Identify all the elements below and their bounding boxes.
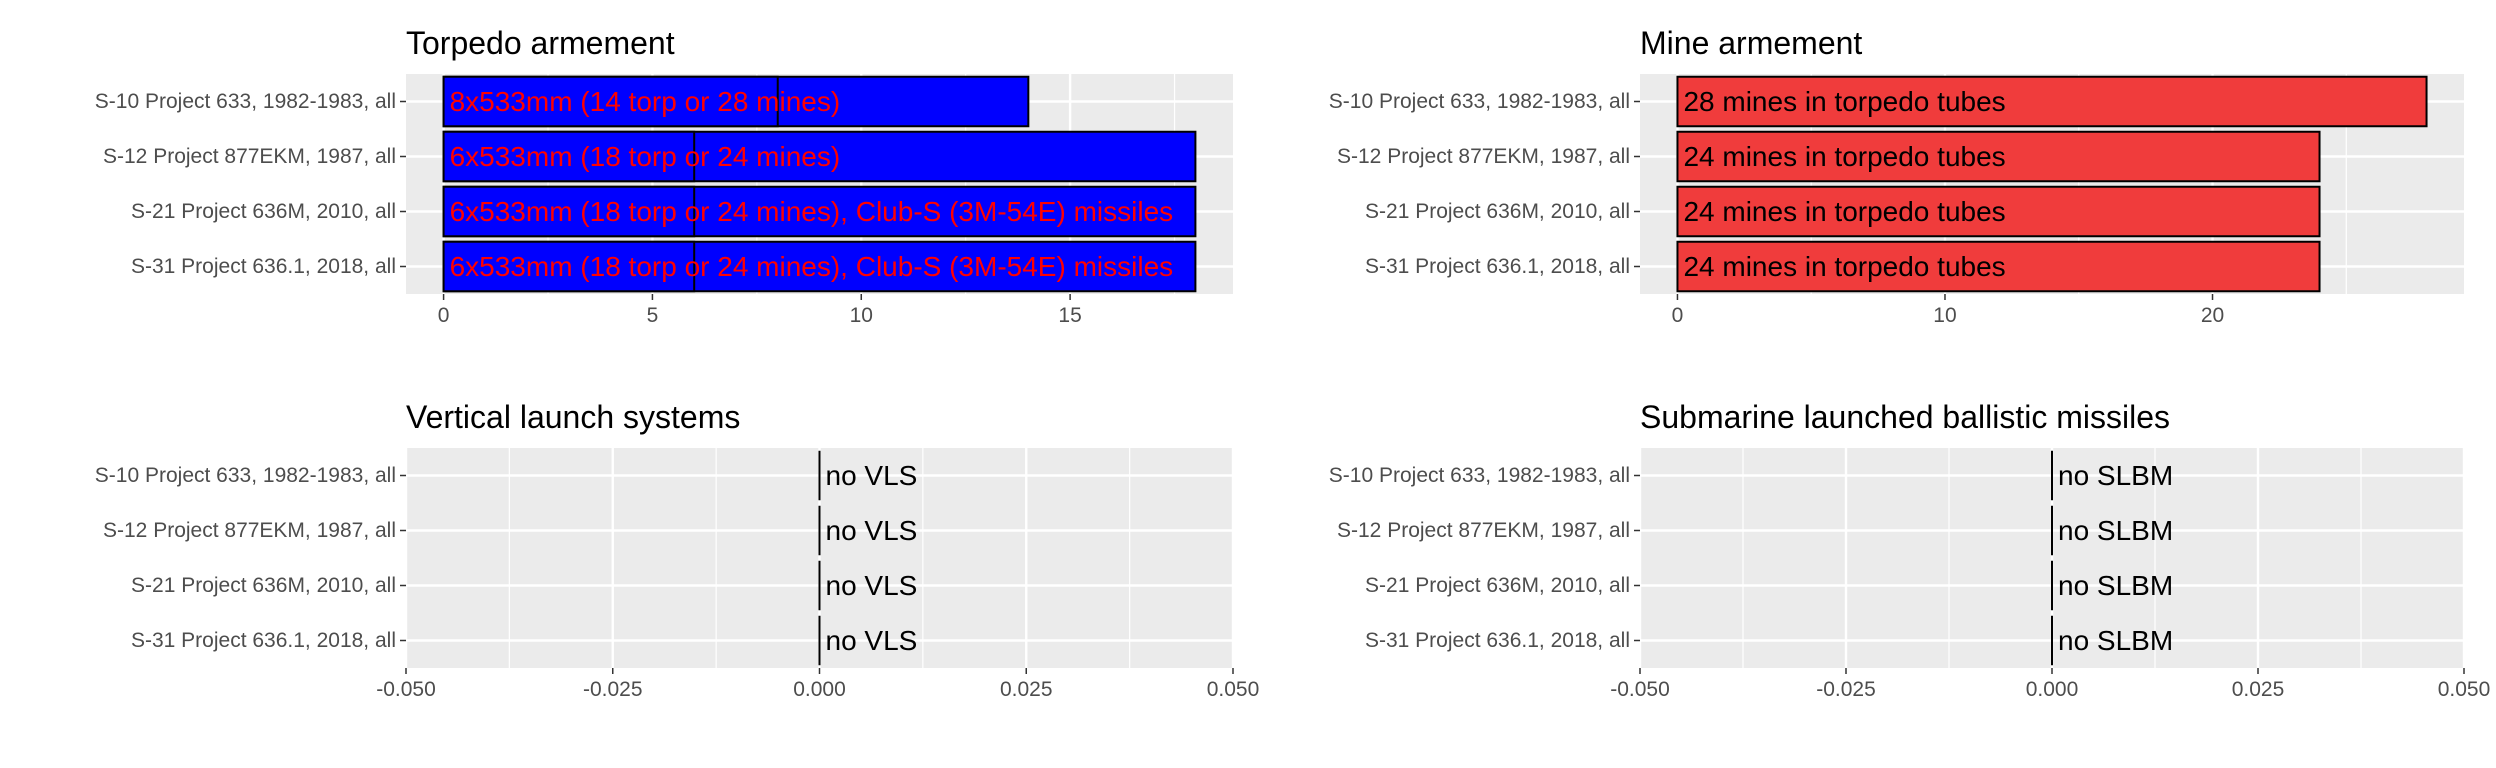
bar-label: no VLS: [826, 515, 918, 546]
y-tick-label: S-21 Project 636M, 2010, all: [131, 200, 396, 223]
y-tick-label: S-12 Project 877EKM, 1987, all: [103, 519, 396, 542]
x-tick-label: 0.025: [2232, 678, 2285, 701]
bar: [442, 75, 779, 128]
bar-label: no VLS: [826, 570, 918, 601]
y-tick-label: S-21 Project 636M, 2010, all: [131, 574, 396, 597]
bar-label: 8x533mm (14 torp or 28 mines): [450, 86, 841, 117]
x-tick-label: 0.000: [793, 678, 846, 701]
x-tick-label: 0: [438, 304, 450, 327]
chart-panel-4: Submarine launched ballistic missiles no …: [1329, 399, 2490, 701]
y-tick-label: S-31 Project 636.1, 2018, all: [131, 255, 396, 278]
y-tick-label: S-31 Project 636.1, 2018, all: [1365, 255, 1630, 278]
chart-panel-1: Torpedo armement 8x533mm (14 torp or 28 m…: [95, 25, 1233, 327]
chart-panel-2: Mine armement 28 mines in torpedo tubes 24…: [1329, 25, 2464, 327]
bar: [442, 240, 696, 293]
y-tick-label: S-10 Project 633, 1982-1983, all: [1329, 464, 1630, 487]
x-tick-label: -0.025: [583, 678, 643, 701]
bar-label: 6x533mm (18 torp or 24 mines), Club-S (3…: [450, 196, 1174, 227]
x-tick-label: 20: [2201, 304, 2224, 327]
x-tick-label: 0.050: [1207, 678, 1260, 701]
bar-label: no SLBM: [2058, 460, 2173, 491]
bar-label: 24 mines in torpedo tubes: [1683, 251, 2005, 282]
bar: [442, 185, 696, 238]
y-tick-label: S-10 Project 633, 1982-1983, all: [95, 90, 396, 113]
chart-panel-3: Vertical launch systems no VLS no VLS no VL…: [95, 399, 1259, 701]
bar-label: no VLS: [826, 460, 918, 491]
bar-label: no SLBM: [2058, 515, 2173, 546]
bar-label: 28 mines in torpedo tubes: [1683, 86, 2005, 117]
bar: [442, 130, 696, 183]
y-tick-label: S-21 Project 636M, 2010, all: [1365, 574, 1630, 597]
bar-label: no SLBM: [2058, 625, 2173, 656]
x-tick-label: 0.050: [2438, 678, 2491, 701]
y-tick-label: S-12 Project 877EKM, 1987, all: [1337, 145, 1630, 168]
bar-label: no VLS: [826, 625, 918, 656]
y-tick-label: S-12 Project 877EKM, 1987, all: [103, 145, 396, 168]
x-tick-label: 0.000: [2026, 678, 2079, 701]
x-tick-label: -0.050: [1610, 678, 1670, 701]
bar-label: 6x533mm (18 torp or 24 mines): [450, 141, 841, 172]
x-tick-label: 15: [1058, 304, 1081, 327]
y-tick-label: S-31 Project 636.1, 2018, all: [1365, 629, 1630, 652]
y-tick-label: S-21 Project 636M, 2010, all: [1365, 200, 1630, 223]
bar-label: 24 mines in torpedo tubes: [1683, 196, 2005, 227]
panel-title: Mine armement: [1640, 25, 1862, 61]
x-tick-label: -0.025: [1816, 678, 1876, 701]
x-tick-label: -0.050: [376, 678, 436, 701]
bar-label: 6x533mm (18 torp or 24 mines), Club-S (3…: [450, 251, 1174, 282]
y-tick-label: S-10 Project 633, 1982-1983, all: [1329, 90, 1630, 113]
bar-label: 24 mines in torpedo tubes: [1683, 141, 2005, 172]
bar: [1676, 130, 2321, 183]
bar-label: no SLBM: [2058, 570, 2173, 601]
bar: [1676, 240, 2321, 293]
y-tick-label: S-31 Project 636.1, 2018, all: [131, 629, 396, 652]
panel-title: Vertical launch systems: [406, 399, 740, 435]
x-tick-label: 5: [647, 304, 659, 327]
x-tick-label: 0: [1672, 304, 1684, 327]
y-tick-label: S-12 Project 877EKM, 1987, all: [1337, 519, 1630, 542]
bar: [1676, 185, 2321, 238]
panel-title: Submarine launched ballistic missiles: [1640, 399, 2170, 435]
x-tick-label: 10: [850, 304, 873, 327]
bar: [1676, 75, 2428, 128]
x-tick-label: 10: [1933, 304, 1956, 327]
y-tick-label: S-10 Project 633, 1982-1983, all: [95, 464, 396, 487]
panel-title: Torpedo armement: [406, 25, 675, 61]
x-tick-label: 0.025: [1000, 678, 1053, 701]
